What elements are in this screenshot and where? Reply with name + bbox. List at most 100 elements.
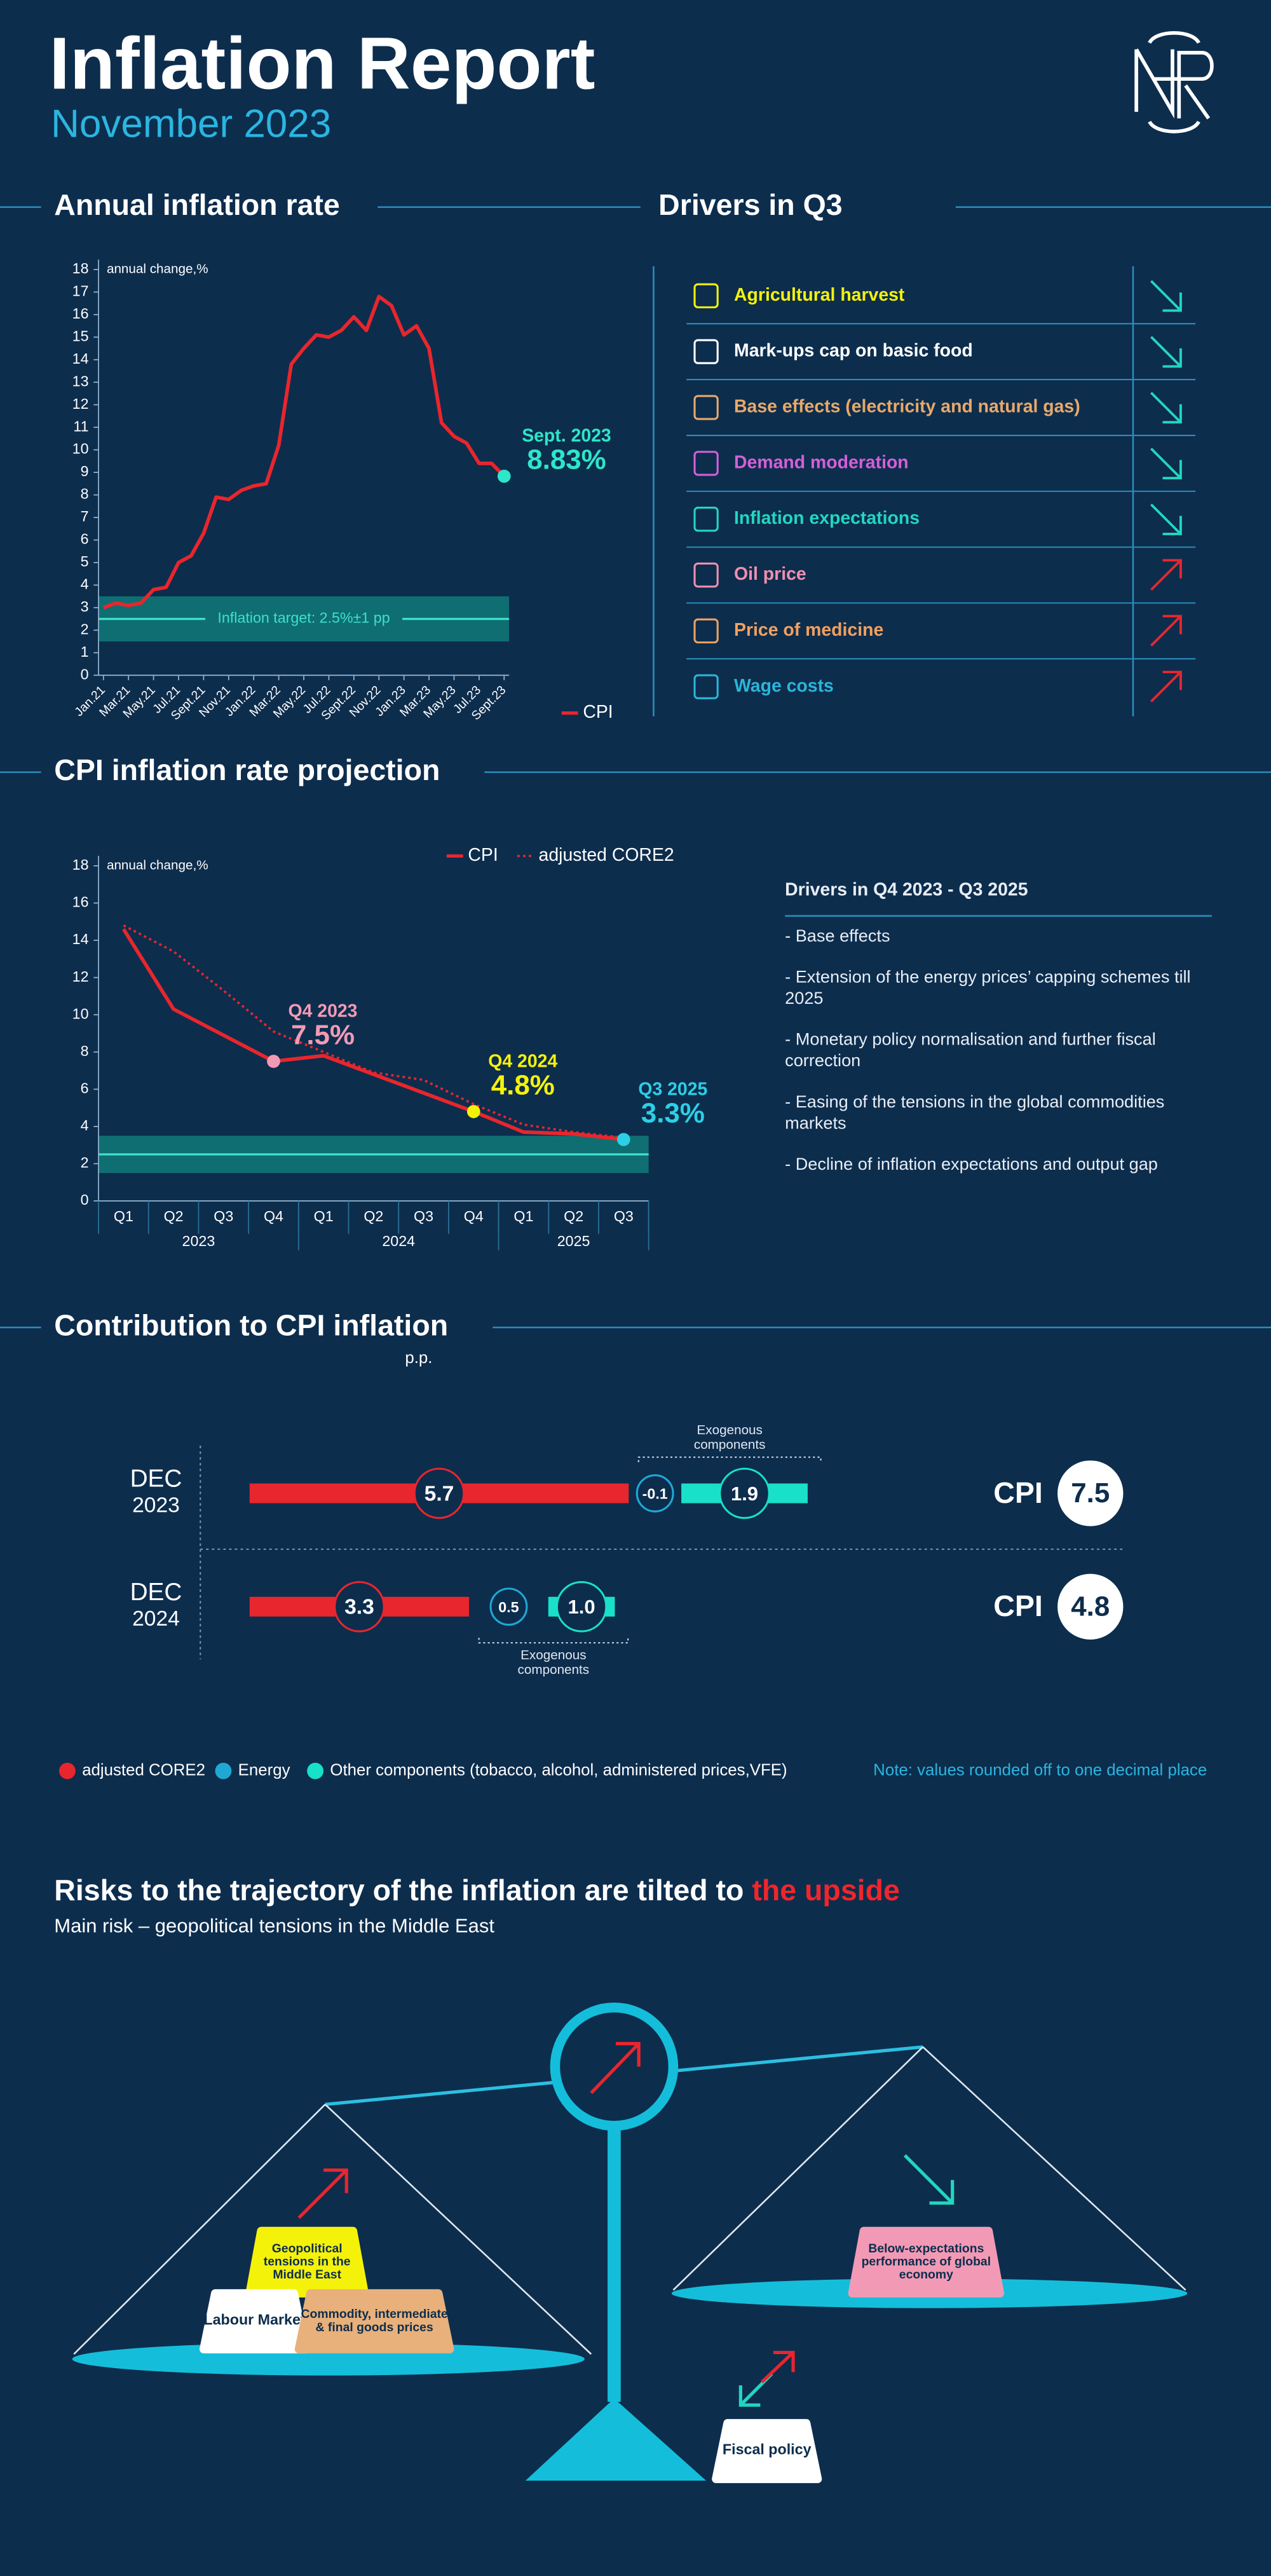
y-tick-label: 12: [72, 395, 89, 412]
value-label: -0.1: [642, 1486, 668, 1502]
driver-icon: [693, 507, 719, 532]
section-title: Contribution to CPI inflation: [54, 1308, 448, 1341]
risks-subtitle: Main risk – geopolitical tensions in the…: [54, 1914, 494, 1936]
section-rules: [0, 206, 1271, 1329]
x-tick-label: Q4: [464, 1208, 484, 1224]
point-label: Q4 2024: [488, 1051, 557, 1071]
risks-title-text: Risks to the trajectory of the inflation…: [54, 1874, 752, 1907]
y-tick-label: 15: [72, 327, 89, 344]
group-label: Exogenous components: [517, 1647, 590, 1678]
group-bracket: [478, 1638, 629, 1644]
risk-label: Commodity, intermediate & final goods pr…: [301, 2306, 448, 2334]
y-tick-label: 16: [72, 305, 89, 322]
outlook-item: - Easing of the tensions in the global c…: [785, 1092, 1165, 1134]
value-label: 1.9: [731, 1483, 758, 1505]
y-axis-label: annual change,%: [107, 858, 208, 872]
legend-label: CPI: [468, 845, 498, 865]
category-label: DEC: [130, 1579, 182, 1606]
y-tick-label: 2: [81, 1154, 89, 1171]
value-label: 3.3%: [641, 1097, 705, 1128]
driver-arrow: [1150, 280, 1182, 312]
risk-label: Geopolitical tensions in the Middle East: [263, 2240, 351, 2282]
value-label: 4.8%: [491, 1069, 555, 1100]
section-title: Drivers in Q3: [658, 188, 842, 221]
y-tick-label: 14: [72, 350, 89, 367]
legend-label: CPI: [583, 702, 613, 722]
highlight-point: [497, 469, 511, 483]
category-label: 2024: [132, 1607, 180, 1631]
category-label: 2023: [132, 1494, 180, 1518]
value-label: 8.83%: [527, 444, 606, 475]
driver-icon: [693, 283, 719, 308]
outlook-title: Drivers in Q4 2023 - Q3 2025: [785, 880, 1212, 917]
value-label: 5.7: [425, 1482, 454, 1505]
legend-dot: [59, 1762, 76, 1779]
page-subtitle: November 2023: [51, 102, 331, 146]
value-badge: [555, 1580, 608, 1633]
y-tick-label: 10: [72, 1005, 89, 1022]
risk-label-box: Fiscal policy: [722, 2441, 812, 2458]
highlight-point: [466, 1105, 480, 1118]
risk-label-box: Commodity, intermediate & final goods pr…: [301, 2306, 448, 2334]
page-title: Inflation Report: [50, 22, 595, 104]
value-badge: [719, 1467, 770, 1519]
point-label: Sept. 2023: [522, 426, 611, 446]
risks-title: Risks to the trajectory of the inflation…: [54, 1874, 900, 1907]
section-title: Annual inflation rate: [54, 188, 340, 221]
legend-label: Other components (tobacco, alcohol, admi…: [330, 1762, 787, 1779]
y-tick-label: 8: [81, 1043, 89, 1059]
outlook-item: - Base effects: [785, 926, 890, 947]
driver-label: Inflation expectations: [734, 508, 920, 528]
x-tick-label: Q2: [564, 1208, 583, 1224]
y-tick-label: 16: [72, 894, 89, 910]
category-label: DEC: [130, 1465, 182, 1493]
y-tick-label: 5: [81, 553, 89, 570]
y-tick-label: 14: [72, 931, 89, 947]
risk-box: [712, 2419, 822, 2483]
x-tick-label: Q3: [414, 1208, 433, 1224]
driver-icon: [693, 618, 719, 644]
group-label-box: Exogenous components: [694, 1423, 766, 1453]
driver-arrow: [1150, 671, 1182, 702]
x-tick-label: Q2: [364, 1208, 383, 1224]
y-tick-label: 4: [81, 575, 89, 592]
y-tick-label: 18: [72, 260, 89, 277]
y-tick-label: 7: [81, 508, 89, 524]
point-label: Q4 2023: [288, 1001, 357, 1021]
y-tick-label: 8: [81, 486, 89, 502]
highlight-point: [616, 1133, 630, 1146]
y-tick-label: 0: [81, 1191, 89, 1208]
value-badge: [413, 1467, 465, 1519]
x-tick-label: Q4: [264, 1208, 283, 1224]
value-badge: [334, 1580, 385, 1633]
unit-label: p.p.: [405, 1349, 432, 1367]
legend-label: adjusted CORE2: [539, 845, 674, 865]
total-badge: [1057, 1573, 1124, 1640]
logo: [1134, 31, 1214, 134]
risk-label: Below-expectations performance of global…: [861, 2240, 991, 2282]
driver-label: Price of medicine: [734, 620, 883, 640]
driver-label: Oil price: [734, 564, 806, 584]
risk-label: Fiscal policy: [722, 2441, 812, 2458]
risk-label-box: Below-expectations performance of global…: [861, 2240, 991, 2282]
value-badge: [636, 1474, 674, 1512]
y-axis-label: annual change,%: [107, 261, 208, 276]
y-tick-label: 18: [72, 856, 89, 873]
x-tick-label: Q1: [314, 1208, 334, 1224]
driver-label: Demand moderation: [734, 452, 909, 472]
target-label-bg: [205, 610, 403, 627]
outlook-box: Drivers in Q4 2023 - Q3 2025 - Base effe…: [785, 880, 1212, 1175]
x-tick-label: Q1: [114, 1208, 133, 1224]
total-label: CPI: [993, 1589, 1043, 1622]
legend-label: Energy: [238, 1762, 290, 1779]
legend-label: adjusted CORE2: [82, 1762, 205, 1779]
driver-arrow: [1150, 448, 1182, 480]
value-label: 1.0: [568, 1596, 595, 1618]
value-label: 7.5%: [291, 1019, 355, 1050]
group-label: 2025: [557, 1233, 590, 1249]
section-title: CPI inflation rate projection: [54, 753, 440, 786]
driver-icon: [693, 451, 719, 476]
y-tick-label: 10: [72, 441, 89, 457]
target-label: Inflation target: 2.5%±1 pp: [217, 610, 390, 626]
